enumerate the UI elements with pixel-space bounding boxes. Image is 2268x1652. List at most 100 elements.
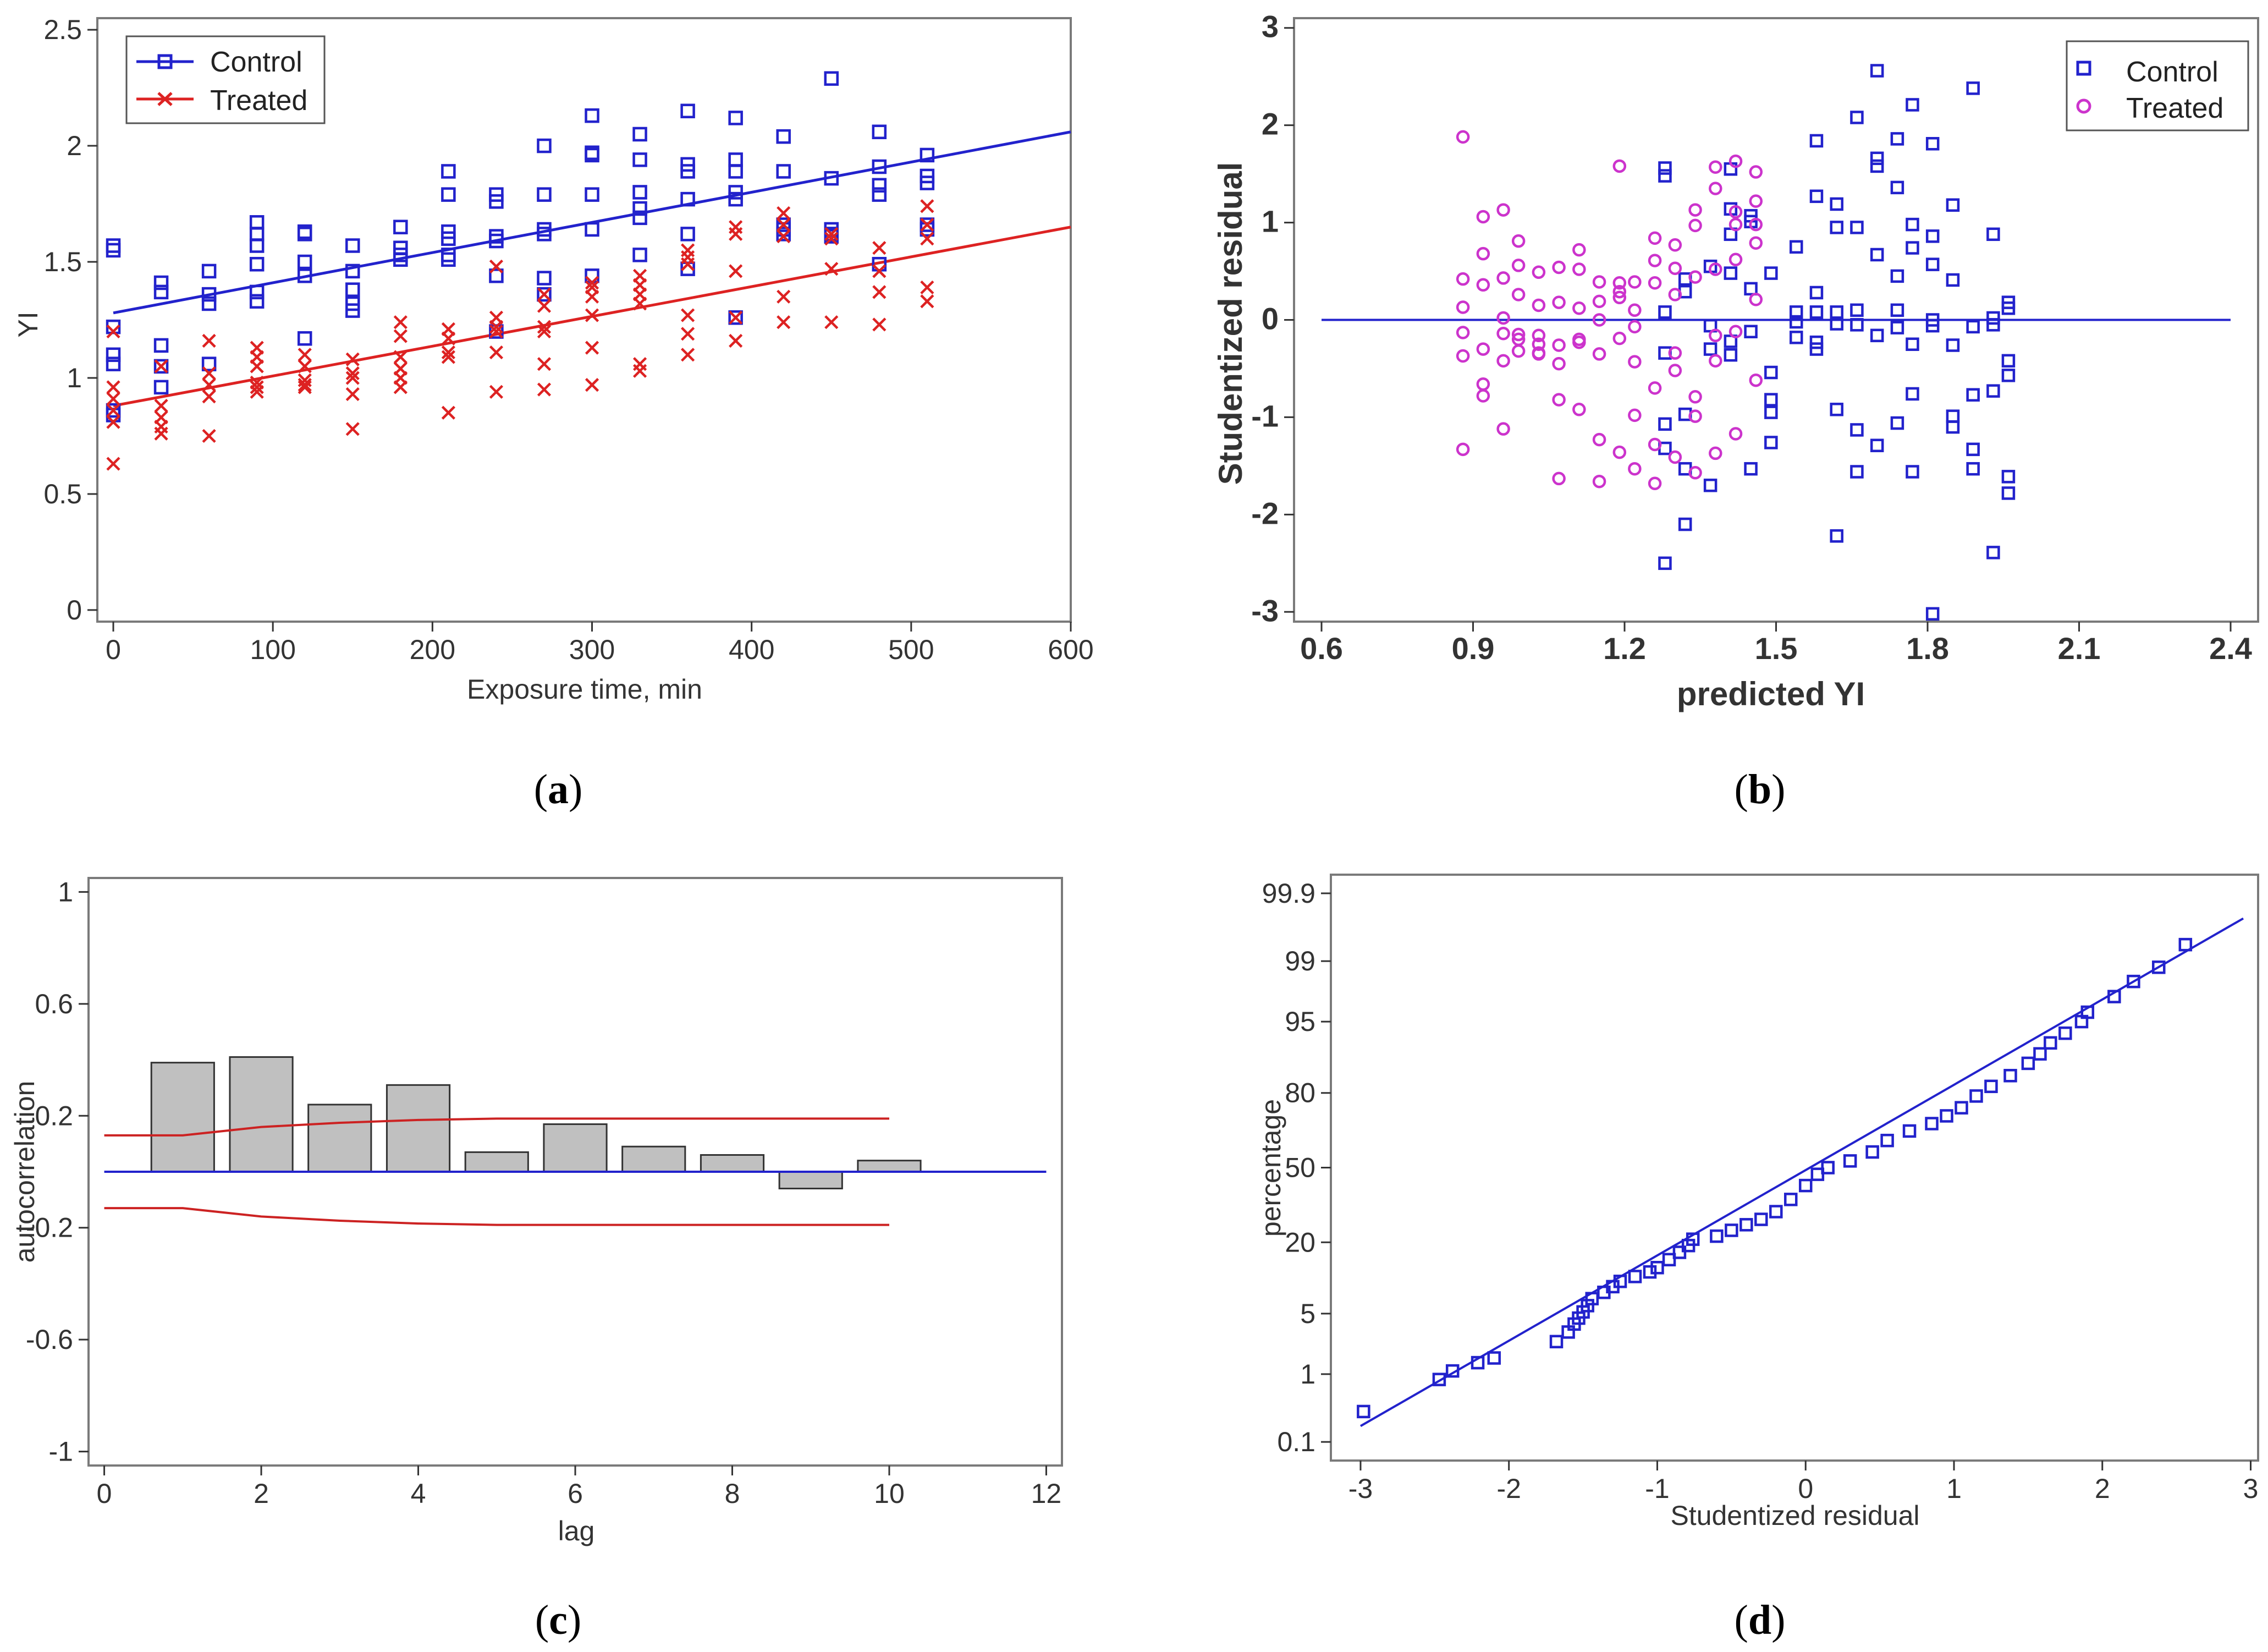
chart-b-point-treated xyxy=(1648,381,1662,395)
chart-c-ytick-label: 1 xyxy=(58,876,73,907)
chart-c-ytick-label: -1 xyxy=(49,1436,73,1467)
chart-b-point-treated xyxy=(1476,246,1490,261)
chart-a-point-treated xyxy=(106,392,120,406)
chart-b-point-control xyxy=(1724,266,1738,280)
chart-a-point-control xyxy=(249,238,265,253)
chart-a-point-treated xyxy=(585,378,599,392)
chart-a-point-control xyxy=(106,356,121,371)
chart-b-point-treated xyxy=(1572,335,1586,349)
chart-a-point-treated xyxy=(872,241,887,255)
chart-d-point xyxy=(1880,1133,1894,1148)
chart-a-point-treated xyxy=(681,257,695,271)
chart-b-point-treated xyxy=(1511,288,1526,301)
chart-a-point-treated xyxy=(298,380,312,394)
chart-a-point-treated xyxy=(345,366,360,381)
chart-c-axes: 0 2 4 6 8 10 12 -1 -0.6 -0.2 0.2 0.6 1 xyxy=(26,876,1061,1509)
chart-b-panel: 0.6 0.9 1.2 1.5 1.8 2.1 2.4 -3 -2 -1 0 1 2 3 Control … xyxy=(1212,9,2259,813)
chart-d-point xyxy=(1784,1193,1798,1206)
chart-a-xtick-label: 300 xyxy=(569,634,615,665)
chart-b-point-control xyxy=(1830,317,1843,331)
chart-b-point-treated xyxy=(1668,288,1682,301)
chart-a-point-control xyxy=(632,248,647,262)
chart-b-point-control xyxy=(1966,388,1980,402)
chart-b-point-treated xyxy=(1728,325,1743,338)
chart-a-point-treated xyxy=(154,359,168,374)
chart-c-marks xyxy=(104,1056,1047,1226)
chart-a-point-treated xyxy=(585,341,599,355)
chart-b-point-treated xyxy=(1728,205,1743,219)
chart-b-point-treated xyxy=(1552,260,1566,275)
chart-a-point-control xyxy=(585,108,599,123)
chart-b-point-treated xyxy=(1496,271,1510,285)
chart-b-point-control xyxy=(1906,337,1919,351)
chart-b-point-control xyxy=(1809,335,1824,349)
chart-b-point-control xyxy=(1870,438,1884,452)
chart-c-ylabel: autocorrelation xyxy=(9,1081,40,1263)
chart-a-point-treated xyxy=(537,357,552,371)
chart-a-xtick-label: 400 xyxy=(729,634,774,665)
chart-b-xtick-label: 0.6 xyxy=(1300,631,1343,666)
chart-b-point-control xyxy=(1850,465,1864,479)
chart-a-point-treated xyxy=(393,329,408,343)
chart-b-point-treated xyxy=(1511,234,1526,248)
chart-d-point xyxy=(1955,1101,1968,1115)
chart-a-point-treated xyxy=(250,380,264,394)
chart-a-point-control xyxy=(776,164,791,179)
chart-b-point-treated xyxy=(1709,160,1722,174)
chart-b-point-control xyxy=(1809,189,1824,204)
chart-a-xlabel: Exposure time, min xyxy=(467,674,702,705)
chart-b-ytick-label: 1 xyxy=(1262,204,1279,239)
chart-b-point-control xyxy=(1850,423,1864,437)
chart-d-axes: -3 -2 -1 0 1 2 3 0.1 1 5 20 50 80 95 99 99.9 xyxy=(1262,878,2259,1504)
chart-a-point-control xyxy=(537,287,552,302)
chart-d-point xyxy=(2033,1047,2047,1061)
chart-b-point-control xyxy=(1850,303,1864,317)
chart-b-xtick-label: 2.1 xyxy=(2058,631,2101,666)
chart-a-xtick-label: 200 xyxy=(410,634,455,665)
chart-c-bar-lag-3 xyxy=(307,1104,372,1173)
chart-d-point xyxy=(1672,1245,1687,1259)
chart-a-point-control xyxy=(824,71,839,86)
chart-b-ylabel: Studentized residual xyxy=(1212,162,1249,485)
chart-a-point-control xyxy=(441,252,456,267)
chart-b-point-treated xyxy=(1612,284,1627,299)
chart-d-xlabel: Studentized residual xyxy=(1670,1500,1919,1531)
chart-d-point xyxy=(2127,974,2140,989)
chart-d-point xyxy=(1432,1373,1446,1386)
chart-d-point xyxy=(1549,1335,1564,1349)
chart-b-point-treated xyxy=(1532,328,1546,343)
chart-d-xtick-label: -2 xyxy=(1496,1473,1521,1504)
chart-b-point-treated xyxy=(1456,300,1470,314)
chart-b-point-treated xyxy=(1612,445,1627,459)
chart-b-point-treated xyxy=(1648,276,1662,290)
chart-a-ylabel: YI xyxy=(13,311,43,337)
chart-a-point-treated xyxy=(202,333,216,348)
chart-b-point-treated xyxy=(1572,262,1586,276)
chart-b-point-treated xyxy=(1749,217,1763,232)
chart-a-point-control xyxy=(585,187,599,202)
chart-d-point xyxy=(1471,1355,1485,1370)
chart-b-point-treated xyxy=(1476,389,1490,403)
chart-a-xtick-label: 600 xyxy=(1048,634,1093,665)
chart-a-point-control xyxy=(920,147,935,163)
chart-a-point-treated xyxy=(872,264,887,278)
chart-b-point-treated xyxy=(1592,313,1606,327)
chart-c-xtick-label: 12 xyxy=(1031,1478,1062,1509)
chart-c-upper-limit-line xyxy=(104,1117,889,1137)
chart-a-point-control xyxy=(824,171,839,186)
chart-d-point xyxy=(1798,1178,1813,1193)
chart-a-point-control xyxy=(680,103,695,119)
chart-a-point-treated xyxy=(537,382,552,397)
chart-d-xtick-label: -1 xyxy=(1645,1473,1669,1504)
chart-b-point-treated xyxy=(1456,349,1470,363)
chart-b-point-treated xyxy=(1668,346,1682,360)
chart-a-point-treated xyxy=(777,217,791,232)
chart-c-ytick-label: 0.6 xyxy=(35,989,73,1019)
chart-a-point-control xyxy=(297,254,312,270)
chart-b-point-treated xyxy=(1749,165,1763,179)
chart-b-point-control xyxy=(1850,221,1864,234)
chart-a-point-treated xyxy=(441,345,455,360)
chart-c-ytick-label: 0.2 xyxy=(35,1100,73,1131)
chart-b-point-control xyxy=(1870,64,1884,78)
chart-b-point-control xyxy=(1764,436,1778,449)
